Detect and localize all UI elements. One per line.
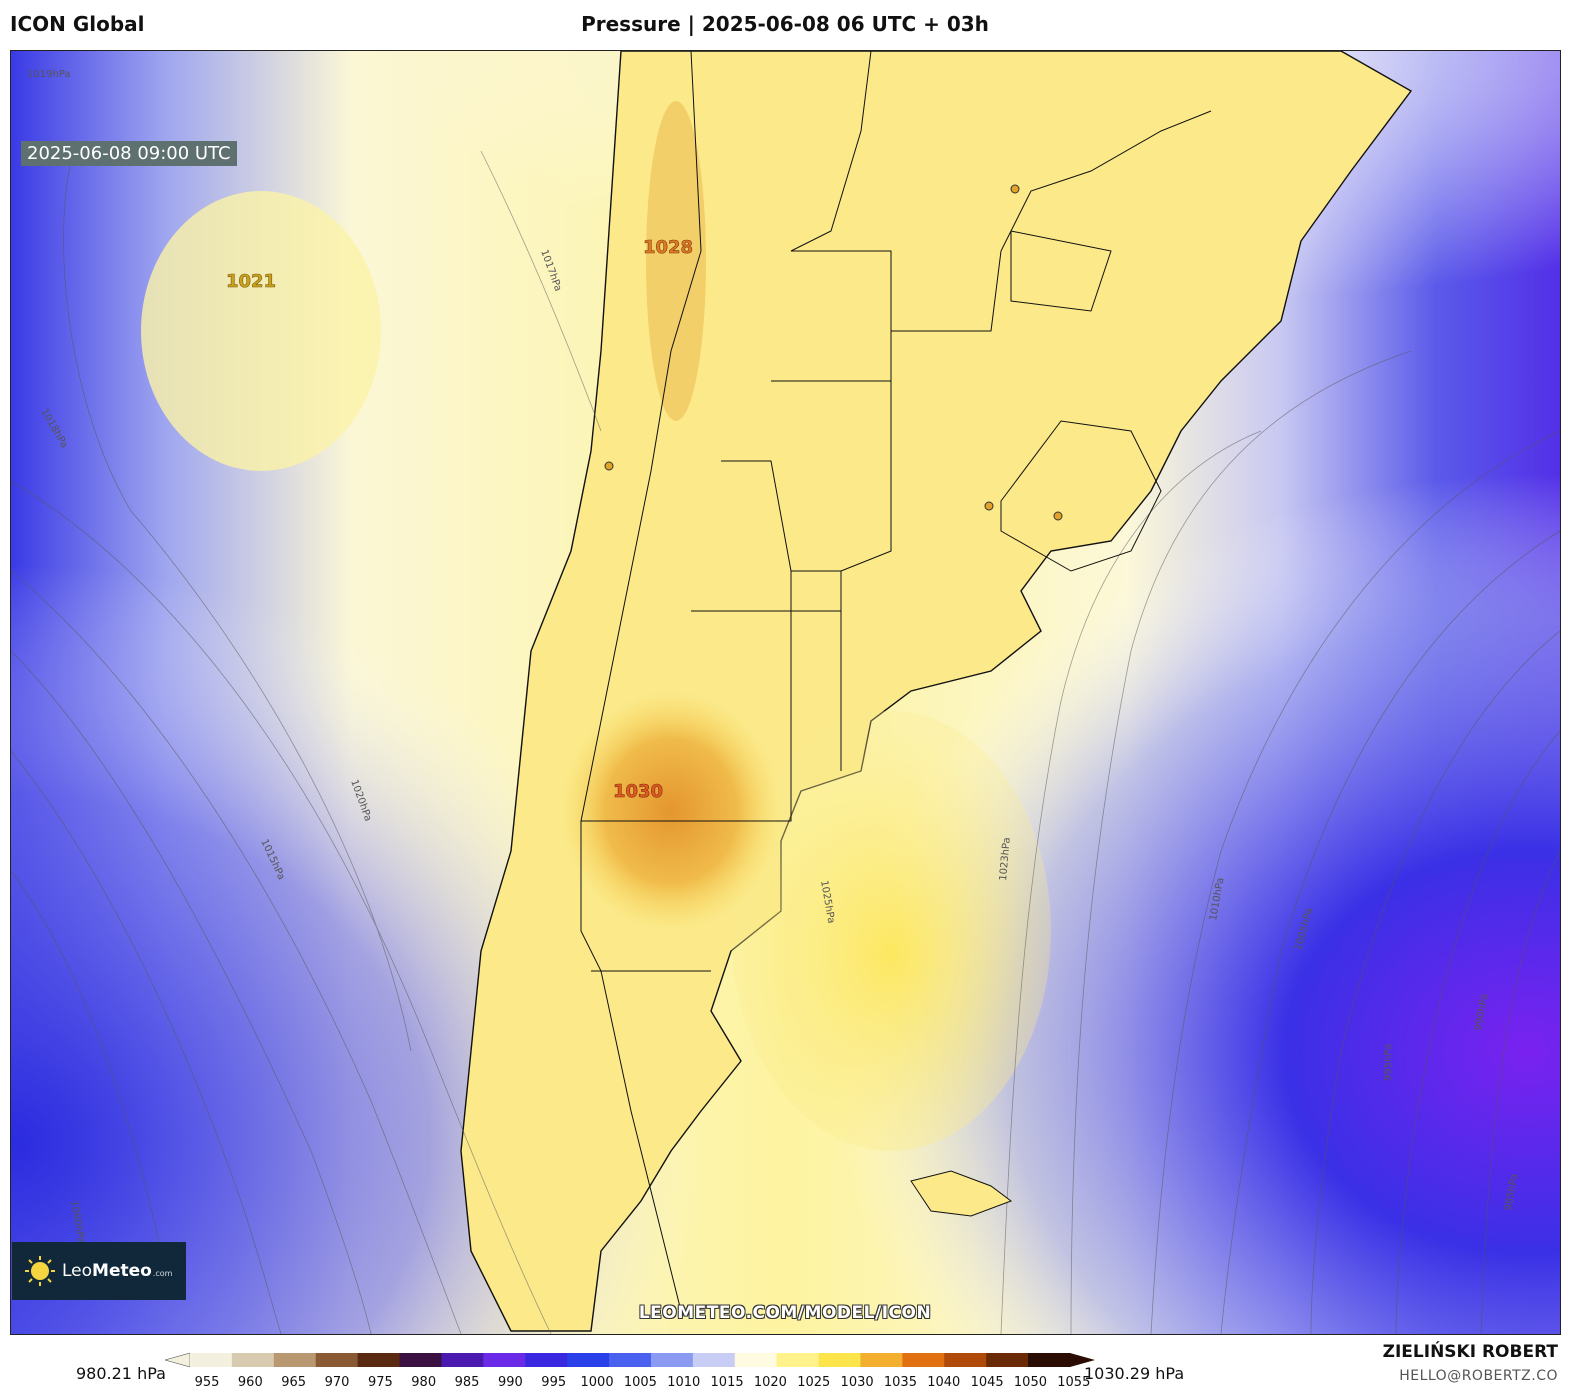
colorbar-tick-label: 980 [411, 1375, 437, 1390]
isobar-lines [11, 150, 1560, 1334]
author-email[interactable]: HELLO@ROBERTZ.CO [1399, 1368, 1558, 1384]
colorbar-tick-label: 1005 [623, 1375, 657, 1390]
colorbar-tick-label: 1040 [927, 1375, 961, 1390]
andes-high-area [646, 101, 706, 421]
colorbar-tick-label: 1020 [753, 1375, 787, 1390]
isobar-label: 1023hPa [998, 837, 1013, 881]
pacific-high-area [141, 191, 381, 471]
colorbar-segment [734, 1353, 778, 1367]
city-marker-buenos-aires[interactable] [984, 501, 994, 511]
colorbar-segment [441, 1353, 484, 1367]
colorbar-segment [902, 1353, 945, 1367]
colorbar-segment [399, 1353, 442, 1367]
central-high-area [561, 691, 781, 931]
colorbar-tick-label: 1000 [580, 1375, 614, 1390]
colorbar-tick-label: 1045 [970, 1375, 1004, 1390]
city-marker-santiago[interactable] [604, 461, 614, 471]
high-label-andes: 1028 [643, 237, 693, 258]
colorbar-segment [650, 1353, 694, 1367]
colorbar-segment [609, 1353, 652, 1367]
colorbar [164, 1352, 1095, 1371]
colorbar-tick-label: 1050 [1013, 1375, 1047, 1390]
land-high-area [731, 711, 1051, 1151]
colorbar-tick-label: 955 [194, 1375, 220, 1390]
site-watermark: LEOMETEO.COM/MODEL/ICON [638, 1303, 932, 1323]
colorbar-tick-label: 1025 [797, 1375, 831, 1390]
logo-text: LeoMeteo.com [62, 1261, 173, 1281]
sun-icon [24, 1255, 56, 1287]
author-credit: ZIELIŃSKI ROBERT [1382, 1342, 1558, 1362]
high-label-pacific: 1021 [226, 271, 276, 292]
colorbar-gradient [164, 1352, 1095, 1368]
model-name: ICON Global [10, 12, 145, 36]
colorbar-tick-label: 960 [237, 1375, 263, 1390]
colorbar-tick-label: 995 [541, 1375, 567, 1390]
city-marker-montevideo[interactable] [1053, 511, 1063, 521]
colorbar-segment [273, 1353, 317, 1367]
high-label-patagonia: 1030 [613, 781, 663, 802]
colorbar-arrow-max [1070, 1353, 1095, 1367]
colorbar-segment [483, 1353, 526, 1367]
colorbar-segment [860, 1353, 903, 1367]
leometeo-logo[interactable]: LeoMeteo.com [12, 1242, 186, 1300]
colorbar-segment [525, 1353, 568, 1367]
colorbar-segment [190, 1353, 233, 1367]
colorbar-segment [231, 1353, 275, 1367]
falkland-islands [910, 1170, 1013, 1217]
pressure-field: 1021 1028 1030 1019hPa 1018hPa 1017hPa 1… [11, 51, 1560, 1334]
colorbar-segment [567, 1353, 610, 1367]
chart-title: Pressure | 2025-06-08 06 UTC + 03h [581, 12, 989, 36]
colorbar-segment [315, 1353, 359, 1367]
colorbar-tick-labels: 955 960 965 970 975 980 985 990 995 1000 1005 1010 1… [190, 1375, 1091, 1391]
colorbar-segment [818, 1353, 861, 1367]
colorbar-segment [692, 1353, 736, 1367]
colorbar-segment [776, 1353, 820, 1367]
colorbar-segment [1028, 1353, 1071, 1367]
isobar-label: 995hPa [1383, 1044, 1394, 1081]
pressure-map[interactable]: 1021 1028 1030 1019hPa 1018hPa 1017hPa 1… [10, 50, 1561, 1335]
colorbar-tick-label: 1030 [840, 1375, 874, 1390]
colorbar-tick-label: 975 [367, 1375, 393, 1390]
land-south-america [460, 51, 1413, 1332]
colorbar-tick-label: 990 [497, 1375, 523, 1390]
colorbar-tick-label: 965 [281, 1375, 307, 1390]
colorbar-segment [986, 1353, 1029, 1367]
colorbar-tick-label: 1010 [667, 1375, 701, 1390]
colorbar-tick-label: 985 [454, 1375, 480, 1390]
colorbar-arrow-min [164, 1352, 191, 1368]
colorbar-min-label: 980.21 hPa [76, 1364, 166, 1383]
colorbar-tick-label: 1055 [1057, 1375, 1091, 1390]
colorbar-segment [944, 1353, 987, 1367]
colorbar-max-label: 1030.29 hPa [1084, 1364, 1185, 1383]
colorbar-tick-label: 1015 [710, 1375, 744, 1390]
country-borders [580, 51, 1212, 1312]
colorbar-segment [357, 1353, 401, 1367]
city-marker-asuncion[interactable] [1010, 184, 1020, 194]
colorbar-tick-label: 1035 [883, 1375, 917, 1390]
colorbar-tick-label: 970 [324, 1375, 350, 1390]
isobar-label: 1019hPa [27, 69, 71, 80]
valid-time-badge: 2025-06-08 09:00 UTC [21, 141, 237, 166]
